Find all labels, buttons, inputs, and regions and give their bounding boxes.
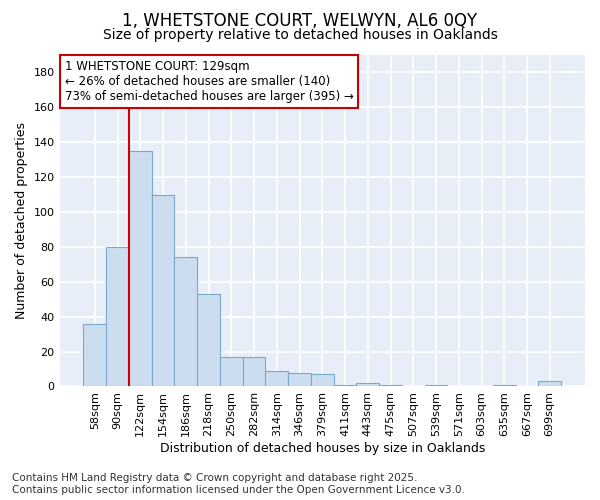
Text: Size of property relative to detached houses in Oaklands: Size of property relative to detached ho… [103, 28, 497, 42]
Bar [106, 247, 129, 386]
Bar [242, 357, 265, 386]
X-axis label: Distribution of detached houses by size in Oaklands: Distribution of detached houses by size … [160, 442, 485, 455]
Bar [311, 374, 334, 386]
Bar [334, 384, 356, 386]
Bar [175, 258, 197, 386]
Text: 1, WHETSTONE COURT, WELWYN, AL6 0QY: 1, WHETSTONE COURT, WELWYN, AL6 0QY [122, 12, 478, 30]
Bar [129, 151, 152, 386]
Bar [493, 384, 515, 386]
Bar [356, 383, 379, 386]
Bar [379, 384, 402, 386]
Y-axis label: Number of detached properties: Number of detached properties [15, 122, 28, 319]
Bar [220, 357, 242, 386]
Bar [538, 381, 561, 386]
Bar [288, 372, 311, 386]
Bar [425, 384, 448, 386]
Text: 1 WHETSTONE COURT: 129sqm
← 26% of detached houses are smaller (140)
73% of semi: 1 WHETSTONE COURT: 129sqm ← 26% of detac… [65, 60, 353, 103]
Bar [83, 324, 106, 386]
Bar [152, 194, 175, 386]
Text: Contains HM Land Registry data © Crown copyright and database right 2025.
Contai: Contains HM Land Registry data © Crown c… [12, 474, 465, 495]
Bar [265, 371, 288, 386]
Bar [197, 294, 220, 386]
